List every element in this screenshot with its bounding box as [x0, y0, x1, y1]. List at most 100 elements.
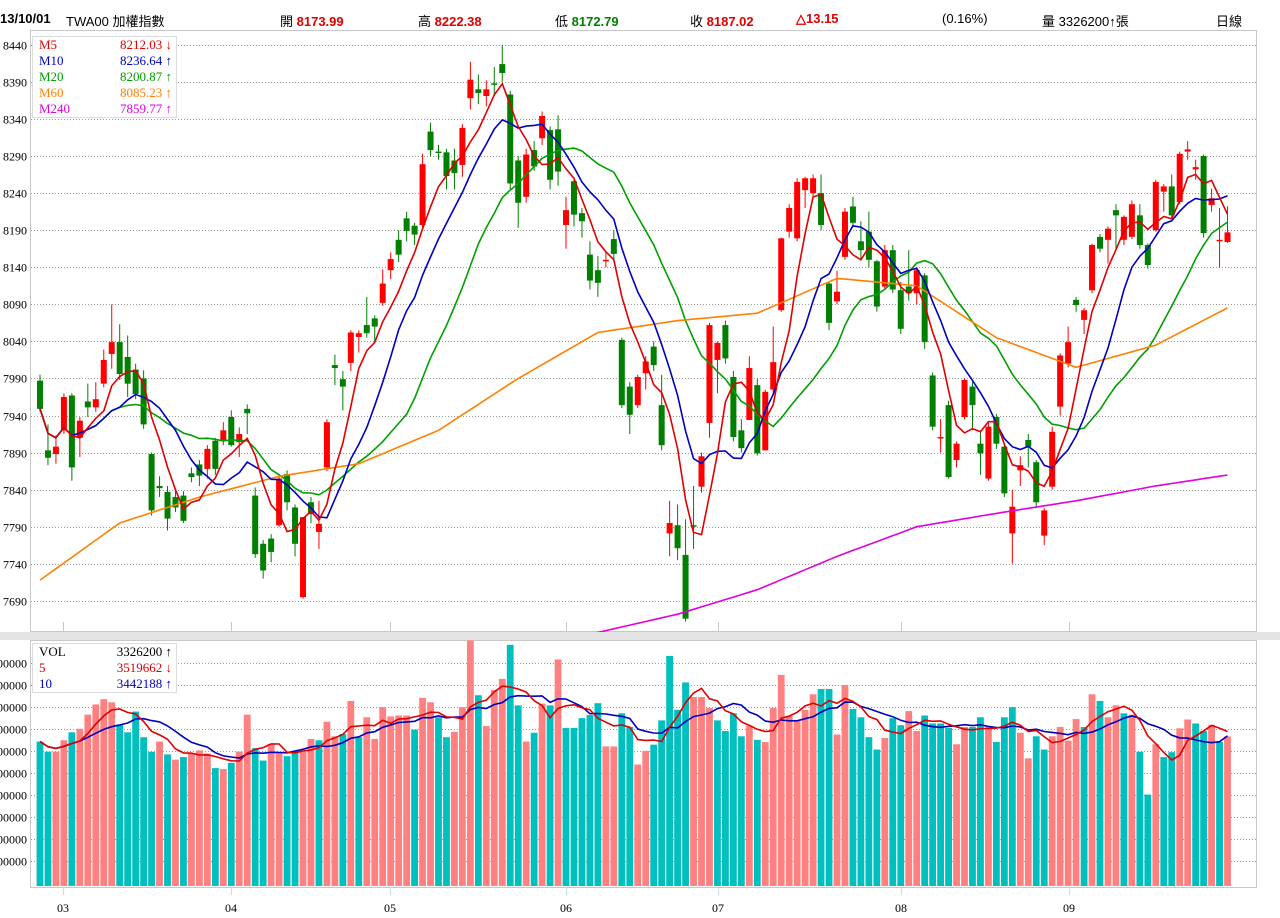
candle-down [993, 417, 1000, 444]
candle-up [419, 164, 426, 225]
volume-bar-up [84, 714, 92, 886]
period-selector[interactable]: 日線 [1216, 14, 1243, 29]
price-panel [30, 30, 1257, 632]
candle-up [220, 430, 227, 441]
header-change: △13.15 [796, 11, 839, 26]
candle-down [610, 239, 617, 254]
volume-bar-up [243, 714, 251, 886]
header-symbol: TWA00 加權指數 [66, 14, 165, 29]
price-axis-label: 7990 [3, 372, 27, 386]
price-axis-label: 8340 [3, 113, 27, 127]
price-legend-label: M5 [39, 37, 58, 52]
volume-axis-label: 4000000 [0, 701, 27, 715]
volume-bar-up [482, 726, 490, 886]
candle-up [1128, 204, 1135, 237]
volume-bar-down [435, 717, 442, 886]
header-close: 收 8187.02 [690, 14, 754, 29]
volume-legend-row: 10 3442188 ↑ [33, 676, 176, 692]
candle-up [1065, 342, 1072, 364]
volume-bar-down [1096, 700, 1104, 886]
candle-down [945, 405, 952, 478]
candle-down [674, 525, 681, 549]
price-axis-label: 8140 [3, 261, 27, 275]
candle-up [841, 211, 848, 257]
volume-bar-up [634, 764, 642, 886]
panel-separator[interactable] [0, 632, 1280, 640]
volume-bar-down [1216, 742, 1223, 886]
candle-down [268, 538, 275, 552]
moving-average-lines [39, 82, 1229, 632]
volume-bar-up [156, 741, 163, 886]
volume-bar-down [211, 768, 219, 886]
volume-bar-up [76, 728, 84, 886]
volume-bar-up [267, 744, 275, 886]
volume-bar-up [706, 708, 713, 886]
price-legend-row: M60 8085.23 ↑ [33, 85, 176, 101]
candle-up [802, 178, 809, 191]
candle-up [1009, 506, 1016, 534]
volume-bar-up [219, 768, 227, 886]
candle-down [395, 239, 402, 255]
volume-bar-down [562, 727, 570, 886]
candle-up [204, 448, 211, 469]
volume-bar-down [714, 720, 721, 886]
volume-bar-up [1152, 744, 1160, 886]
volume-bar-up [451, 731, 458, 886]
candle-down [1001, 446, 1008, 494]
m20-line [39, 147, 1228, 496]
volume-bar-up [801, 709, 809, 886]
candle-down [339, 379, 346, 387]
volume-axis-label: 1500000 [0, 811, 27, 825]
candle-up [323, 422, 330, 468]
price-axis-label: 7940 [3, 410, 27, 424]
volume-bar-up [761, 742, 769, 886]
candle-down [443, 152, 450, 177]
price-legend-row: M5 8212.03 ↓ [33, 37, 176, 53]
candle-down [1200, 156, 1207, 234]
volume-bar-down [68, 732, 76, 886]
candle-down [1136, 215, 1143, 245]
price-axis-label: 7740 [3, 558, 27, 572]
candle-up [347, 332, 354, 363]
volume-bar-up [275, 752, 283, 886]
volume-ma5-line [39, 685, 1228, 762]
volume-legend-value: 3442188 ↑ [116, 676, 172, 691]
price-axis-label: 8290 [3, 150, 27, 164]
candle-down [1025, 439, 1032, 447]
volume-bar-down [1144, 794, 1152, 886]
volume-ma10-line [39, 694, 1228, 759]
price-axis-label: 8040 [3, 335, 27, 349]
candle-down [491, 83, 498, 85]
candle-up [355, 333, 362, 337]
volume-bar-up [427, 702, 434, 886]
volume-bars [36, 640, 1231, 886]
volume-bar-up [60, 740, 68, 886]
volume-bar-up [610, 746, 618, 886]
volume-bar-up [235, 751, 243, 886]
price-axis-label: 8240 [3, 187, 27, 201]
volume-bar-up [1104, 717, 1112, 886]
candle-down [132, 369, 139, 395]
month-label: 09 [1063, 901, 1075, 915]
volume-bar-up [466, 640, 474, 886]
volume-bar-down [291, 750, 299, 886]
volume-bar-down [570, 727, 578, 886]
price-axis-label: 8390 [3, 76, 27, 90]
volume-bar-down [148, 751, 155, 886]
month-label: 06 [560, 901, 572, 915]
candle-down [873, 261, 880, 307]
volume-bar-down [443, 737, 450, 886]
candle-down [515, 160, 522, 203]
arrow-up-icon: ↑ [162, 85, 173, 100]
candle-down [730, 376, 737, 438]
candle-down [124, 356, 131, 384]
candle-down [857, 241, 864, 251]
volume-bar-down [1192, 723, 1200, 886]
volume-bar-down [251, 748, 259, 886]
candle-up [706, 325, 713, 423]
candle-down [172, 497, 179, 508]
candle-up [1104, 228, 1111, 240]
volume-bar-down [546, 705, 554, 886]
candle-down [586, 254, 593, 281]
candle-down [148, 454, 155, 511]
